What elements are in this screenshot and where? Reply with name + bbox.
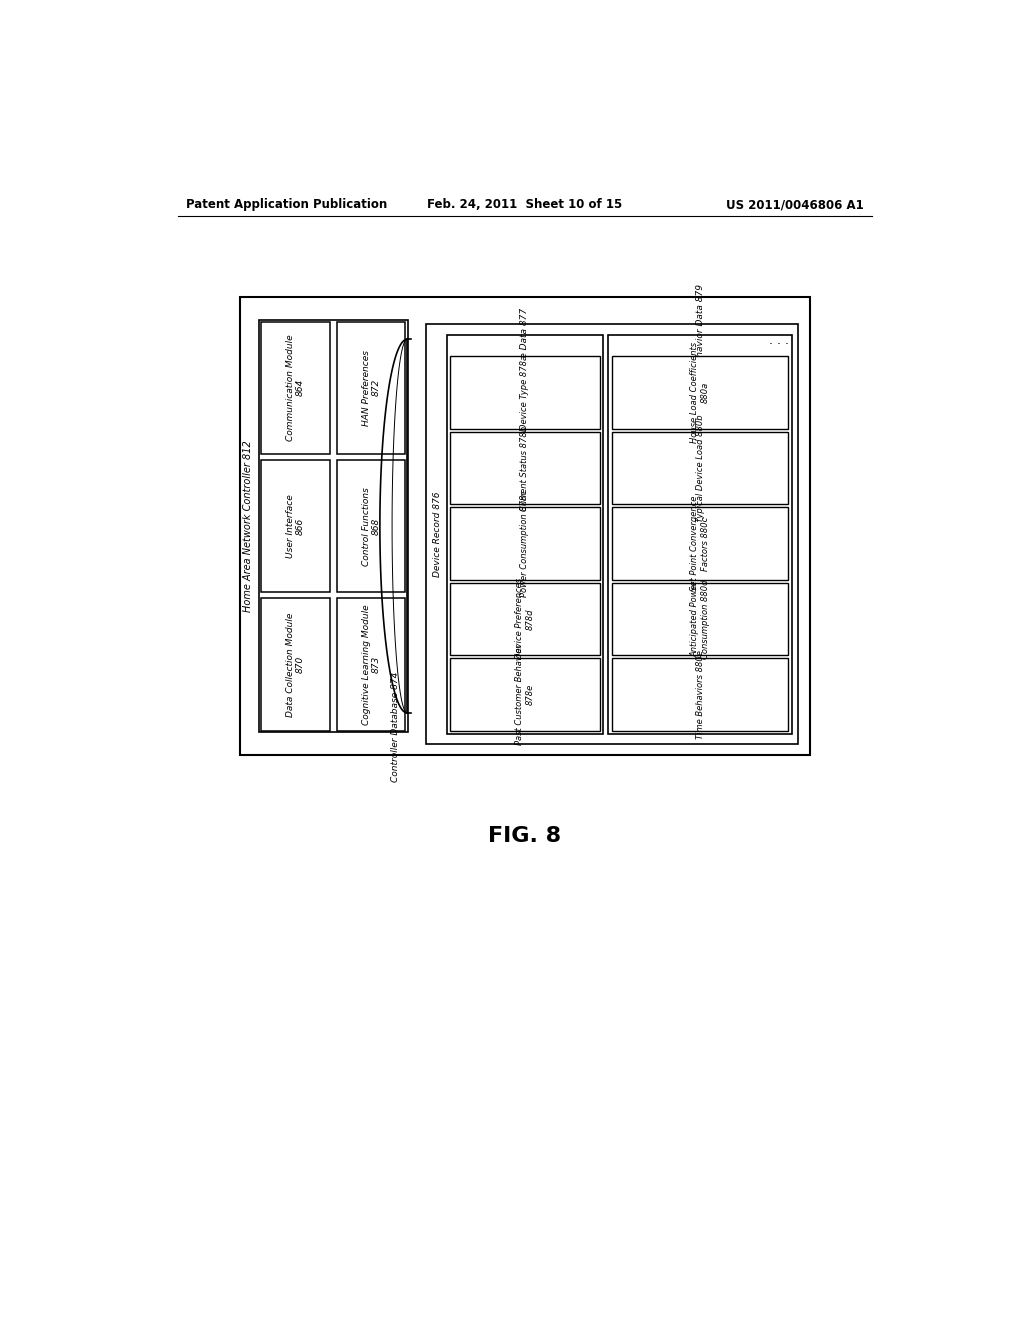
Text: Communication Module
864: Communication Module 864 <box>286 334 305 441</box>
Text: Time Behaviors 880e: Time Behaviors 880e <box>695 649 705 739</box>
Bar <box>612 507 788 579</box>
Bar <box>612 432 788 504</box>
Text: Home Area Network Controller 812: Home Area Network Controller 812 <box>243 440 253 612</box>
Bar <box>426 323 799 743</box>
Text: Feb. 24, 2011  Sheet 10 of 15: Feb. 24, 2011 Sheet 10 of 15 <box>427 198 623 211</box>
Text: Device Type 878a: Device Type 878a <box>520 355 529 430</box>
Bar <box>446 335 603 734</box>
Text: Patent Application Publication: Patent Application Publication <box>186 198 387 211</box>
Bar <box>261 598 330 730</box>
Text: Current Status 878b: Current Status 878b <box>520 425 529 511</box>
Bar <box>451 659 599 730</box>
Bar <box>261 459 330 593</box>
Text: Past Customer Behavior
878e: Past Customer Behavior 878e <box>515 644 535 744</box>
Bar <box>431 326 799 743</box>
Text: Anticipated Power
Consumption 880d: Anticipated Power Consumption 880d <box>690 579 710 659</box>
Bar <box>337 598 406 730</box>
Text: Power Consumption 878c: Power Consumption 878c <box>520 490 529 597</box>
Text: US 2011/0046806 A1: US 2011/0046806 A1 <box>726 198 864 211</box>
Bar <box>241 297 810 755</box>
Bar <box>259 321 408 733</box>
Bar <box>451 582 599 655</box>
Text: . . .: . . . <box>769 334 790 347</box>
Text: Learned Behavior Data 879: Learned Behavior Data 879 <box>695 284 705 408</box>
Text: House Load Coefficients
880a: House Load Coefficients 880a <box>690 342 710 444</box>
Text: Device Record 876: Device Record 876 <box>433 492 441 577</box>
Bar <box>337 322 406 454</box>
Bar <box>440 330 799 743</box>
Text: Cognitive Learning Module
873: Cognitive Learning Module 873 <box>361 605 381 725</box>
Bar <box>261 322 330 454</box>
Text: User Interface
866: User Interface 866 <box>286 494 305 558</box>
Bar <box>337 459 406 593</box>
Bar <box>435 327 799 743</box>
Bar <box>608 335 793 734</box>
Text: Control Functions
868: Control Functions 868 <box>361 487 381 565</box>
Bar <box>612 582 788 655</box>
Bar <box>451 356 599 429</box>
Bar <box>612 356 788 429</box>
Bar <box>612 659 788 730</box>
Text: Controller Database 874: Controller Database 874 <box>391 672 400 781</box>
Text: Typical Device Load 880b: Typical Device Load 880b <box>695 414 705 521</box>
Bar <box>451 432 599 504</box>
Text: Device Data 877: Device Data 877 <box>520 308 529 383</box>
Bar <box>451 507 599 579</box>
Text: Set Point Convergence
Factors 880c: Set Point Convergence Factors 880c <box>690 496 710 591</box>
Text: Data Collection Module
870: Data Collection Module 870 <box>286 612 305 717</box>
Text: FIG. 8: FIG. 8 <box>488 826 561 846</box>
Text: Device Preferences
878d: Device Preferences 878d <box>515 578 535 660</box>
Text: HAN Preferences
872: HAN Preferences 872 <box>361 350 381 426</box>
